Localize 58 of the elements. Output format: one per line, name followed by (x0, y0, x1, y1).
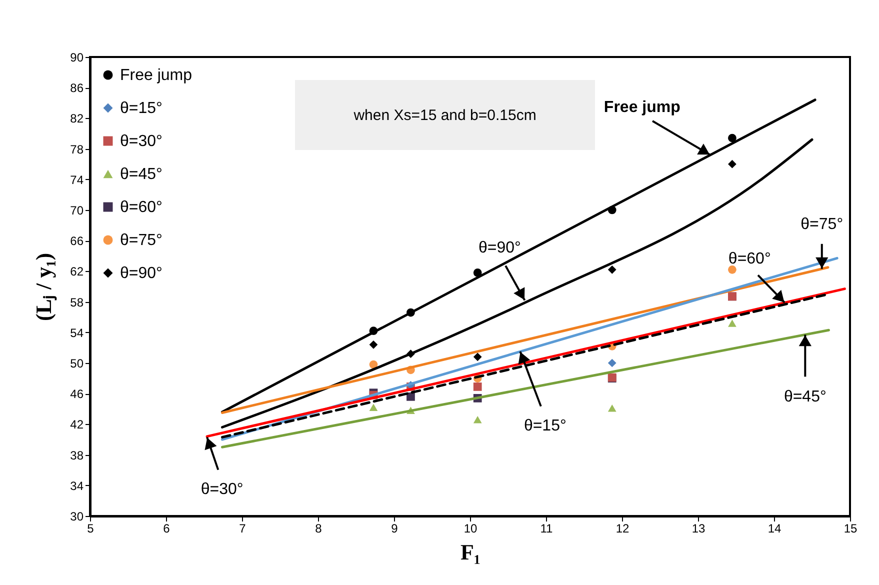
annotation: θ=30° (200, 481, 244, 498)
legend-label: θ=90° (120, 265, 162, 282)
legend-label: θ=60° (120, 199, 162, 216)
y-tick-label: 62 (70, 264, 84, 279)
legend-label: θ=45° (120, 166, 162, 183)
point (728, 265, 736, 274)
x-tick-label: 13 (692, 522, 706, 536)
x-tick-label: 11 (540, 522, 554, 536)
y-tick-label: 74 (70, 172, 84, 187)
y-tick-label: 34 (70, 478, 84, 493)
x-tick-label: 7 (239, 522, 246, 536)
y-tick-label: 42 (70, 418, 84, 432)
point (728, 160, 736, 168)
x-tick-label: 14 (768, 522, 782, 536)
y-tick-label: 90 (70, 50, 84, 64)
point (473, 382, 482, 391)
x-tick-label: 8 (315, 522, 322, 536)
y-tick-label: 70 (70, 204, 84, 218)
y-tick-label: 54 (70, 326, 84, 340)
point (728, 134, 736, 142)
y-tick-label: 66 (70, 234, 84, 248)
point (473, 416, 482, 424)
y-axis-title: (Lⱼ / y₁) (31, 252, 58, 322)
y-tick-label: 58 (70, 295, 84, 310)
annotation: when Xs=15 and b=0.15cm (352, 107, 536, 124)
annotation: θ=15° (524, 418, 566, 435)
legend-label: θ=75° (120, 232, 162, 249)
x-tick-label: 5 (87, 522, 94, 536)
annotation: θ=90° (478, 239, 521, 256)
y-tick-label: 86 (70, 81, 84, 96)
x-tick-label: 15 (844, 522, 858, 536)
y-tick-label: 82 (70, 112, 84, 126)
point (608, 265, 616, 274)
legend-label: θ=15° (120, 100, 162, 117)
point (728, 320, 736, 327)
annotation: θ=75° (800, 216, 844, 233)
point (369, 340, 378, 349)
annotation: θ=45° (784, 388, 826, 406)
legend-label: Free jump (120, 67, 192, 84)
point (369, 404, 378, 411)
x-tick-label: 10 (464, 522, 478, 536)
x-axis-title: F₁ (460, 540, 481, 564)
y-tick-label: 50 (70, 356, 84, 370)
y-tick-label: 30 (70, 510, 84, 524)
y-tick-label: 46 (70, 387, 84, 402)
y-tick-label: 38 (70, 448, 84, 462)
point (473, 352, 482, 362)
x-tick-label: 9 (391, 522, 398, 536)
point (608, 358, 616, 368)
x-tick-label: 6 (163, 522, 170, 536)
y-tick-label: 78 (70, 142, 84, 156)
annotation: θ=60° (728, 250, 771, 268)
x-tick-label: 12 (616, 522, 630, 536)
legend-label: θ=30° (120, 133, 162, 150)
point (473, 268, 482, 277)
point (369, 360, 378, 369)
annotation: Free jump (604, 98, 681, 116)
point (608, 404, 616, 412)
